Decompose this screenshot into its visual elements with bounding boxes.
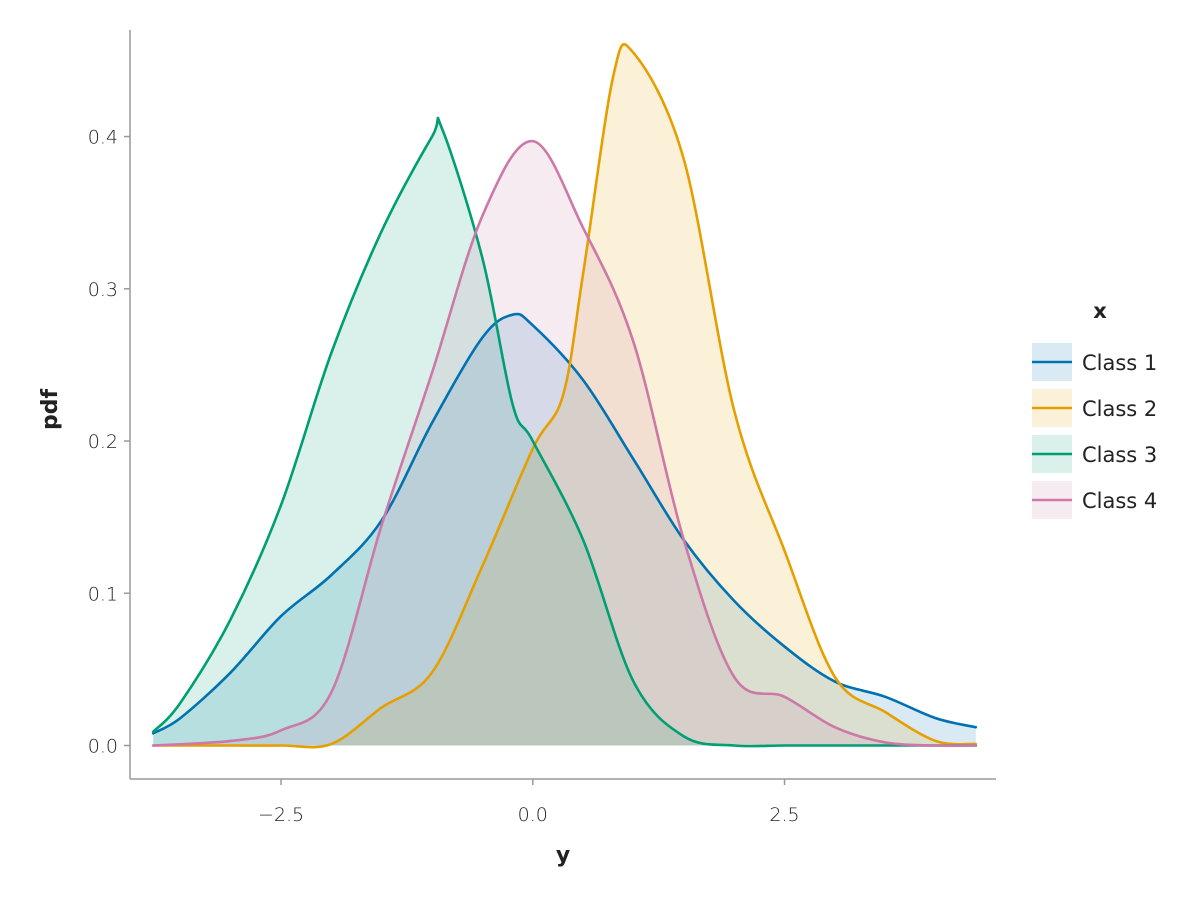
area-fills — [153, 44, 976, 748]
density-lines — [151, 42, 978, 749]
legend-label-class-3: Class 3 — [1082, 443, 1157, 467]
x-tick-label: 2.5 — [769, 804, 799, 826]
line-class-1 — [151, 312, 978, 735]
x-tick-label: −2.5 — [258, 804, 304, 826]
area-class-4 — [153, 141, 976, 746]
y-tick-label: 0.0 — [88, 736, 118, 758]
x-tick-label: 0.0 — [518, 804, 548, 826]
y-tick-label: 0.3 — [88, 279, 118, 301]
legend-item-class-4: Class 4 — [1032, 481, 1157, 519]
area-class-3 — [153, 117, 976, 747]
legend-label-class-1: Class 1 — [1082, 351, 1157, 375]
area-class-2 — [153, 44, 976, 748]
line-class-4 — [151, 139, 978, 748]
y-tick-label: 0.1 — [88, 583, 118, 605]
legend: x Class 1 Class 2 Class 3 Class 4 — [1032, 299, 1157, 519]
legend-label-class-2: Class 2 — [1082, 397, 1157, 421]
legend-item-class-3: Class 3 — [1032, 435, 1157, 473]
y-tick-label: 0.2 — [88, 431, 118, 453]
y-axis-title: pdf — [38, 389, 63, 430]
legend-item-class-1: Class 1 — [1032, 343, 1157, 381]
legend-item-class-2: Class 2 — [1032, 389, 1157, 427]
legend-label-class-4: Class 4 — [1082, 489, 1157, 513]
line-class-3 — [151, 116, 978, 748]
y-tick-label: 0.4 — [88, 127, 118, 149]
axes: 0.0 0.1 0.2 0.3 0.4 −2.5 0.0 2.5 — [88, 30, 996, 826]
x-axis-title: y — [556, 843, 570, 868]
legend-title: x — [1093, 299, 1107, 323]
area-class-1 — [153, 313, 976, 746]
line-class-2 — [151, 42, 978, 749]
